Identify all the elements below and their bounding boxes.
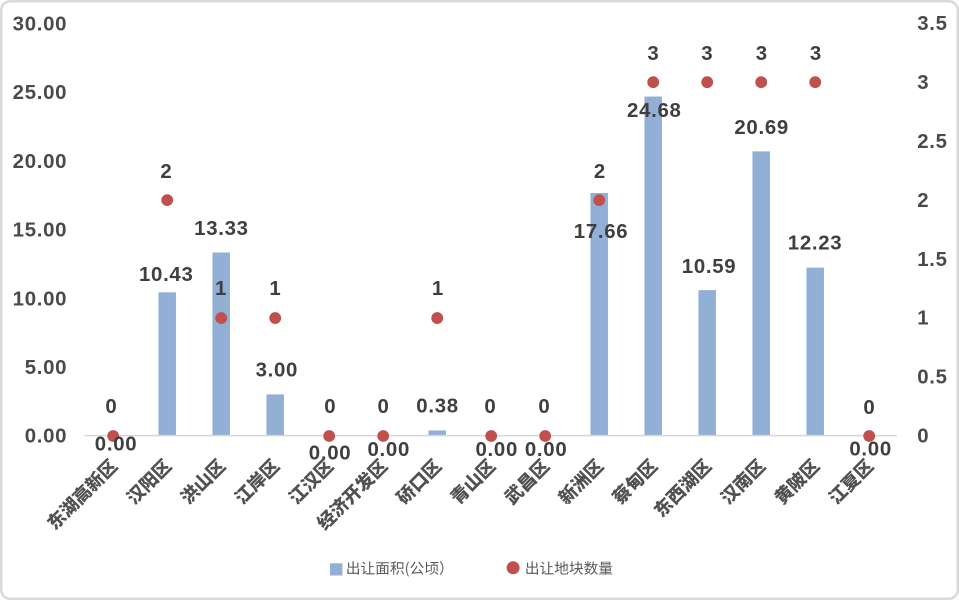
svg-text:2: 2 [594,161,606,183]
svg-text:0: 0 [917,426,929,448]
svg-text:0.00: 0.00 [368,439,411,461]
svg-text:0.00: 0.00 [309,442,352,464]
svg-text:0.00: 0.00 [849,439,892,461]
svg-text:3: 3 [810,43,822,65]
svg-text:3: 3 [917,72,929,94]
svg-text:17.66: 17.66 [574,221,629,243]
svg-text:10.00: 10.00 [13,288,68,310]
svg-text:13.33: 13.33 [194,218,249,240]
svg-text:0.00: 0.00 [525,439,568,461]
svg-text:30.00: 30.00 [13,13,68,35]
svg-text:10.43: 10.43 [139,264,194,286]
svg-text:24.68: 24.68 [627,100,682,122]
svg-text:0: 0 [538,396,550,418]
svg-text:3.00: 3.00 [256,360,299,382]
svg-text:0.38: 0.38 [416,395,459,417]
svg-text:0: 0 [863,397,875,419]
svg-text:0.00: 0.00 [476,439,519,461]
svg-text:3.5: 3.5 [917,13,947,35]
svg-text:1: 1 [917,308,929,330]
svg-text:0: 0 [105,396,117,418]
svg-text:3: 3 [756,43,768,65]
svg-text:2: 2 [160,161,172,183]
svg-text:20.00: 20.00 [13,151,68,173]
svg-text:1: 1 [215,278,227,300]
svg-text:0.00: 0.00 [25,426,68,448]
svg-text:3: 3 [647,43,659,65]
svg-text:1: 1 [432,278,444,300]
svg-text:15.00: 15.00 [13,220,68,242]
svg-text:10.59: 10.59 [682,256,737,278]
svg-text:25.00: 25.00 [13,82,68,104]
svg-text:1.5: 1.5 [917,249,947,271]
svg-text:2.5: 2.5 [917,131,947,153]
svg-text:0: 0 [484,396,496,418]
svg-text:12.23: 12.23 [788,233,843,255]
svg-text:20.69: 20.69 [734,117,789,139]
svg-text:2: 2 [917,190,929,212]
svg-text:3: 3 [701,43,713,65]
svg-text:5.00: 5.00 [25,357,68,379]
svg-text:0: 0 [324,396,336,418]
svg-text:0: 0 [378,396,390,418]
svg-text:0.00: 0.00 [95,433,138,455]
svg-text:1: 1 [269,278,281,300]
svg-text:0.5: 0.5 [917,367,947,389]
